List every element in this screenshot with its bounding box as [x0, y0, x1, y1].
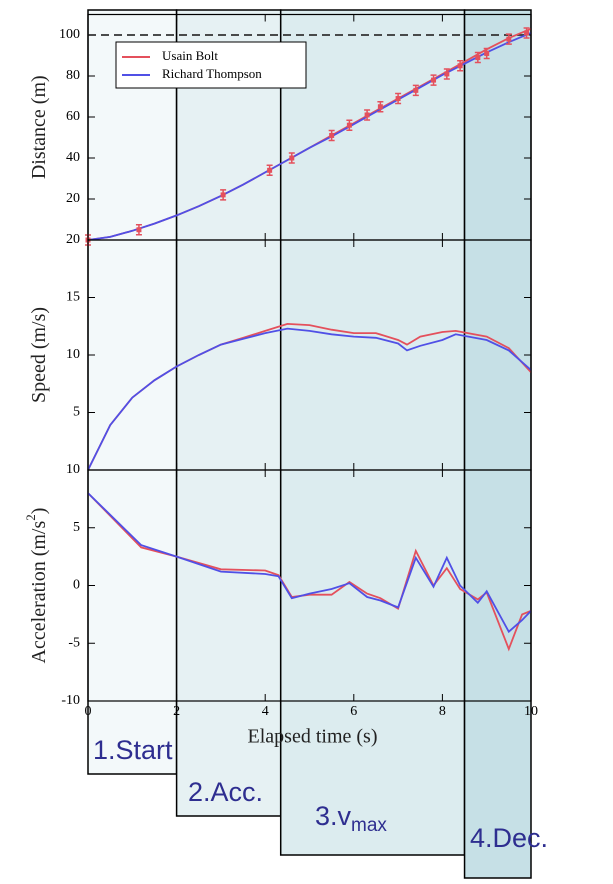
phase-box — [175, 9, 282, 817]
y-axis-label-text: Distance (m) — [28, 75, 50, 179]
panel-frame — [87, 469, 532, 702]
phase-label-text: 4.Dec. — [470, 823, 548, 853]
y-tick-label: 15 — [66, 290, 80, 305]
legend-label: Usain Bolt — [162, 48, 218, 63]
series-line — [87, 492, 532, 634]
y-axis-label: Acceleration (m/s2) — [23, 508, 50, 664]
data-point — [346, 122, 352, 128]
phase-label-text: 1.Start — [93, 735, 173, 765]
phase-label-sub: max — [351, 815, 387, 836]
phase-label: 1.Start — [93, 735, 173, 765]
y-tick-label: 20 — [66, 191, 80, 206]
data-point — [395, 96, 401, 102]
data-point — [444, 71, 450, 77]
x-tick-label: 8 — [439, 704, 446, 719]
y-axis-label-text: Speed (m/s) — [28, 307, 50, 403]
phase-label: 3.vmax — [315, 801, 387, 836]
y-axis-label-end: ) — [28, 508, 50, 515]
y-tick-label: 80 — [66, 68, 80, 83]
phase-box — [463, 9, 532, 879]
legend-label: Richard Thompson — [162, 66, 262, 81]
y-tick-label: 0 — [73, 578, 80, 593]
y-tick-label: 40 — [66, 150, 80, 165]
data-point — [136, 227, 142, 233]
data-point — [413, 87, 419, 93]
y-tick-label: 10 — [66, 462, 80, 477]
data-point — [220, 192, 226, 198]
x-tick-label: 0 — [85, 704, 92, 719]
x-tick-label: 10 — [524, 704, 538, 719]
data-point — [289, 155, 295, 161]
x-tick-label: 4 — [262, 704, 269, 719]
phase-label-text: 3.v — [315, 801, 352, 831]
x-tick-label: 6 — [350, 704, 357, 719]
phase-box — [87, 9, 178, 775]
series-line — [87, 327, 532, 471]
data-point — [506, 36, 512, 42]
y-tick-label: 10 — [66, 347, 80, 362]
y-tick-label: 20 — [66, 232, 80, 247]
series-line — [87, 32, 532, 241]
legend-box — [115, 41, 307, 89]
y-tick-label: 100 — [59, 27, 80, 42]
phase-label: 2.Acc. — [188, 777, 263, 807]
data-point — [329, 132, 335, 138]
y-tick-label: 60 — [66, 109, 80, 124]
y-axis-label: Speed (m/s) — [28, 307, 50, 403]
phase-box — [279, 9, 466, 856]
x-axis-label: Elapsed time (s) — [248, 726, 378, 748]
data-point — [431, 77, 437, 83]
y-axis-label-sup: 2 — [23, 514, 38, 521]
data-point — [267, 167, 273, 173]
data-point — [475, 55, 481, 61]
phase-label: 4.Dec. — [470, 823, 548, 853]
data-point — [484, 50, 490, 56]
data-point — [524, 30, 530, 36]
y-axis-label-text: Acceleration (m/s — [28, 521, 50, 664]
y-tick-label: -10 — [61, 693, 80, 708]
y-axis-label: Distance (m) — [28, 75, 50, 179]
data-point — [377, 104, 383, 110]
phase-label-text: 2.Acc. — [188, 777, 263, 807]
data-point — [457, 63, 463, 69]
x-tick-label: 2 — [173, 704, 180, 719]
y-tick-label: -5 — [68, 635, 80, 650]
data-point — [364, 112, 370, 118]
y-tick-label: 5 — [73, 520, 80, 535]
y-tick-label: 5 — [73, 405, 80, 420]
